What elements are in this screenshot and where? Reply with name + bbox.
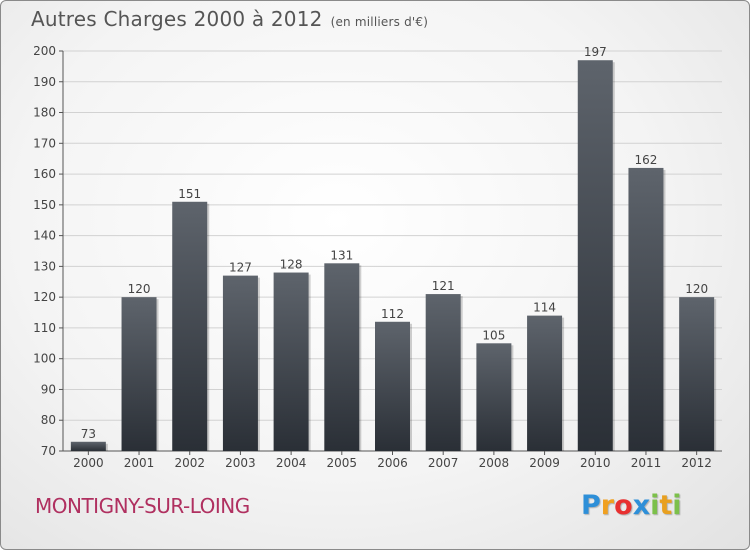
x-tick-label: 2010 (580, 456, 611, 470)
x-tick-label: 2009 (529, 456, 560, 470)
y-tick-label: 150 (33, 198, 56, 212)
bar (577, 60, 613, 451)
data-label: 121 (432, 279, 455, 293)
y-tick-label: 140 (33, 229, 56, 243)
chart-title-block: Autres Charges 2000 à 2012 (en milliers d… (31, 7, 428, 31)
y-tick-label: 130 (33, 259, 56, 273)
logo-letter: t (659, 490, 673, 521)
bar (527, 315, 563, 451)
chart-subtitle: (en milliers d'€) (330, 15, 429, 29)
y-tick-label: 110 (33, 321, 56, 335)
logo-letter: r (600, 490, 615, 521)
x-tick-label: 2001 (124, 456, 155, 470)
data-label: 105 (482, 328, 505, 342)
data-label: 114 (533, 301, 556, 315)
bar (628, 167, 664, 451)
y-tick-label: 120 (33, 290, 56, 304)
x-tick-label: 2005 (327, 456, 358, 470)
bar (679, 297, 715, 451)
data-labels: 73 120 151 127 128 131 112 121 105 114 197 162 120 (81, 45, 708, 441)
x-tick-label: 2012 (681, 456, 712, 470)
bar (70, 441, 106, 451)
x-tick-label: 2003 (225, 456, 256, 470)
proxiti-logo: Proxiti (581, 490, 682, 521)
data-label: 197 (584, 45, 607, 59)
data-label: 131 (330, 248, 353, 262)
x-tick-label: 2006 (377, 456, 408, 470)
y-tick-label: 190 (33, 75, 56, 89)
x-tick-label: 2011 (631, 456, 662, 470)
logo-letter: i (650, 490, 660, 521)
data-label: 128 (280, 258, 303, 272)
data-label: 120 (128, 282, 151, 296)
y-tick-label: 80 (41, 413, 56, 427)
data-label: 151 (178, 187, 201, 201)
x-tick-label: 2000 (73, 456, 104, 470)
bar (324, 263, 360, 451)
bar (121, 297, 157, 451)
data-label: 73 (81, 427, 96, 441)
y-tick-label: 170 (33, 136, 56, 150)
data-label: 162 (635, 153, 658, 167)
bar (476, 343, 512, 451)
x-tick-label: 2007 (428, 456, 459, 470)
logo-letter: o (614, 490, 633, 521)
x-tick-label: 2004 (276, 456, 307, 470)
bar (172, 201, 208, 451)
bar (375, 321, 410, 451)
y-tick-label: 100 (33, 352, 56, 366)
bar (222, 275, 258, 451)
bar (273, 272, 309, 451)
location-name: MONTIGNY-SUR-LOING (35, 494, 250, 518)
y-tick-label: 180 (33, 106, 56, 120)
y-tick-label: 90 (41, 382, 56, 396)
data-label: 120 (685, 282, 708, 296)
x-tick-label: 2002 (174, 456, 205, 470)
bar (425, 294, 461, 451)
data-label: 127 (229, 261, 252, 275)
data-label: 112 (381, 307, 404, 321)
chart-title: Autres Charges 2000 à 2012 (31, 7, 323, 31)
y-tick-label: 160 (33, 167, 56, 181)
bars (70, 60, 717, 451)
logo-letter: i (672, 490, 682, 521)
logo-letter: P (581, 490, 601, 521)
logo-letter: x (632, 490, 651, 521)
x-tick-label: 2008 (479, 456, 510, 470)
y-tick-label: 70 (41, 444, 56, 458)
y-tick-label: 200 (33, 44, 56, 58)
